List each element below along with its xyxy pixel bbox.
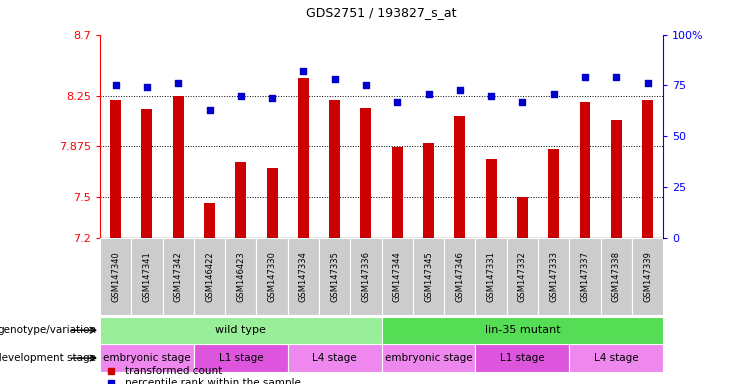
Point [391, 99, 403, 105]
Bar [538, 238, 569, 315]
Text: development stage: development stage [0, 353, 96, 363]
Bar [569, 344, 663, 372]
Text: GSM147332: GSM147332 [518, 251, 527, 302]
Point [173, 80, 185, 86]
Point [516, 99, 528, 105]
Bar [360, 108, 371, 238]
Text: GSM147346: GSM147346 [455, 251, 465, 302]
Bar [194, 344, 288, 372]
Point [422, 91, 434, 97]
Text: GSM147344: GSM147344 [393, 251, 402, 302]
Bar [382, 317, 663, 344]
Point [235, 93, 247, 99]
Bar [288, 344, 382, 372]
Bar [507, 238, 538, 315]
Bar [236, 162, 246, 238]
Text: GSM147341: GSM147341 [142, 251, 151, 302]
Bar [100, 238, 131, 315]
Bar [632, 238, 663, 315]
Point [611, 74, 622, 80]
Text: GSM147345: GSM147345 [424, 251, 433, 302]
Text: GSM147334: GSM147334 [299, 251, 308, 302]
Bar [267, 167, 278, 238]
Point [297, 68, 309, 74]
Bar [423, 143, 434, 238]
Bar [579, 103, 591, 238]
Text: GSM147338: GSM147338 [612, 251, 621, 302]
Bar [476, 344, 569, 372]
Bar [131, 238, 162, 315]
Text: GSM146422: GSM146422 [205, 251, 214, 302]
Point [454, 86, 466, 93]
Bar [382, 344, 476, 372]
Text: GSM147339: GSM147339 [643, 251, 652, 302]
Bar [329, 100, 340, 238]
Text: L4 stage: L4 stage [313, 353, 357, 363]
Bar [173, 96, 184, 238]
Text: embryonic stage: embryonic stage [103, 353, 190, 363]
Text: GSM146423: GSM146423 [236, 251, 245, 302]
Point [204, 107, 216, 113]
Point [329, 76, 341, 83]
Text: GSM147340: GSM147340 [111, 251, 120, 302]
Text: GSM147337: GSM147337 [580, 251, 590, 302]
Text: GSM147330: GSM147330 [268, 251, 276, 302]
Bar [204, 203, 215, 238]
Bar [110, 100, 122, 238]
Text: GSM147336: GSM147336 [362, 251, 370, 302]
Bar [454, 116, 465, 238]
Bar [485, 159, 496, 238]
Point [485, 93, 497, 99]
Text: wild type: wild type [216, 325, 266, 335]
Point [360, 83, 372, 89]
Bar [569, 238, 601, 315]
Bar [444, 238, 476, 315]
Text: L1 stage: L1 stage [219, 353, 263, 363]
Text: GDS2751 / 193827_s_at: GDS2751 / 193827_s_at [306, 6, 457, 19]
Text: GSM147331: GSM147331 [487, 251, 496, 302]
Bar [194, 238, 225, 315]
Bar [548, 149, 559, 238]
Text: GSM147335: GSM147335 [330, 251, 339, 302]
Bar [350, 238, 382, 315]
Bar [611, 120, 622, 238]
Bar [319, 238, 350, 315]
Bar [642, 100, 653, 238]
Bar [382, 238, 413, 315]
Bar [392, 147, 403, 238]
Text: GSM147342: GSM147342 [173, 251, 183, 302]
Text: L1 stage: L1 stage [500, 353, 545, 363]
Text: L4 stage: L4 stage [594, 353, 639, 363]
Bar [476, 238, 507, 315]
Point [579, 74, 591, 80]
Bar [413, 238, 444, 315]
Bar [225, 238, 256, 315]
Text: lin-35 mutant: lin-35 mutant [485, 325, 560, 335]
Point [266, 94, 278, 101]
Bar [298, 78, 309, 238]
Bar [517, 197, 528, 238]
Text: GSM147333: GSM147333 [549, 251, 558, 302]
Bar [100, 317, 382, 344]
Bar [288, 238, 319, 315]
Point [141, 84, 153, 91]
Text: transformed count: transformed count [125, 366, 222, 376]
Text: embryonic stage: embryonic stage [385, 353, 472, 363]
Point [548, 91, 559, 97]
Bar [100, 344, 194, 372]
Bar [601, 238, 632, 315]
Bar [142, 109, 153, 238]
Bar [256, 238, 288, 315]
Point [110, 83, 122, 89]
Bar [162, 238, 194, 315]
Point [642, 80, 654, 86]
Text: percentile rank within the sample: percentile rank within the sample [125, 378, 302, 384]
Text: genotype/variation: genotype/variation [0, 325, 96, 335]
